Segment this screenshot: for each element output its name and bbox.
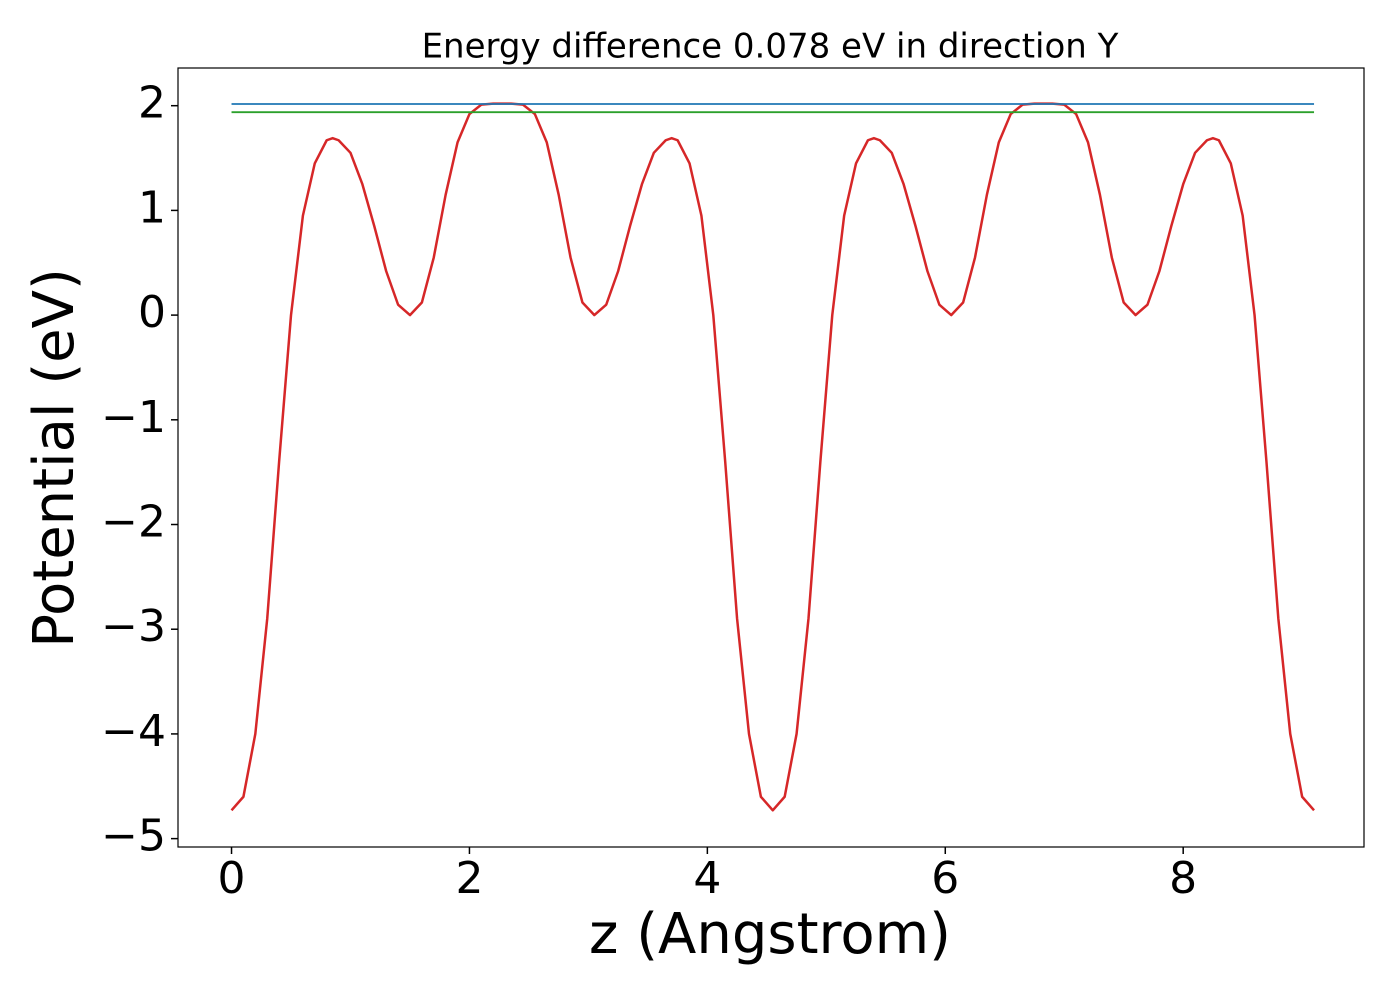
- x-tick-label: 6: [931, 853, 959, 904]
- y-tick-label: −1: [101, 392, 166, 443]
- y-tick-label: 1: [138, 182, 166, 233]
- line-series: [230, 102, 1315, 812]
- x-tick-label: 8: [1169, 853, 1197, 904]
- plot-frame: [177, 67, 1365, 848]
- x-axis-label: z (Angstrom): [589, 902, 951, 967]
- y-axis-label: Potential (eV): [22, 268, 87, 648]
- x-tick-label: 0: [218, 853, 246, 904]
- y-tick-label: −2: [101, 497, 166, 548]
- x-tick-label: 4: [693, 853, 721, 904]
- chart-title: Energy difference 0.078 eV in direction …: [422, 27, 1119, 67]
- x-tick-label: 2: [455, 853, 483, 904]
- y-tick-label: 2: [138, 78, 166, 129]
- y-tick-label: −3: [101, 601, 166, 652]
- y-tick-label: −4: [101, 706, 166, 757]
- y-tick-label: −5: [101, 811, 166, 862]
- y-tick-label: 0: [138, 287, 166, 338]
